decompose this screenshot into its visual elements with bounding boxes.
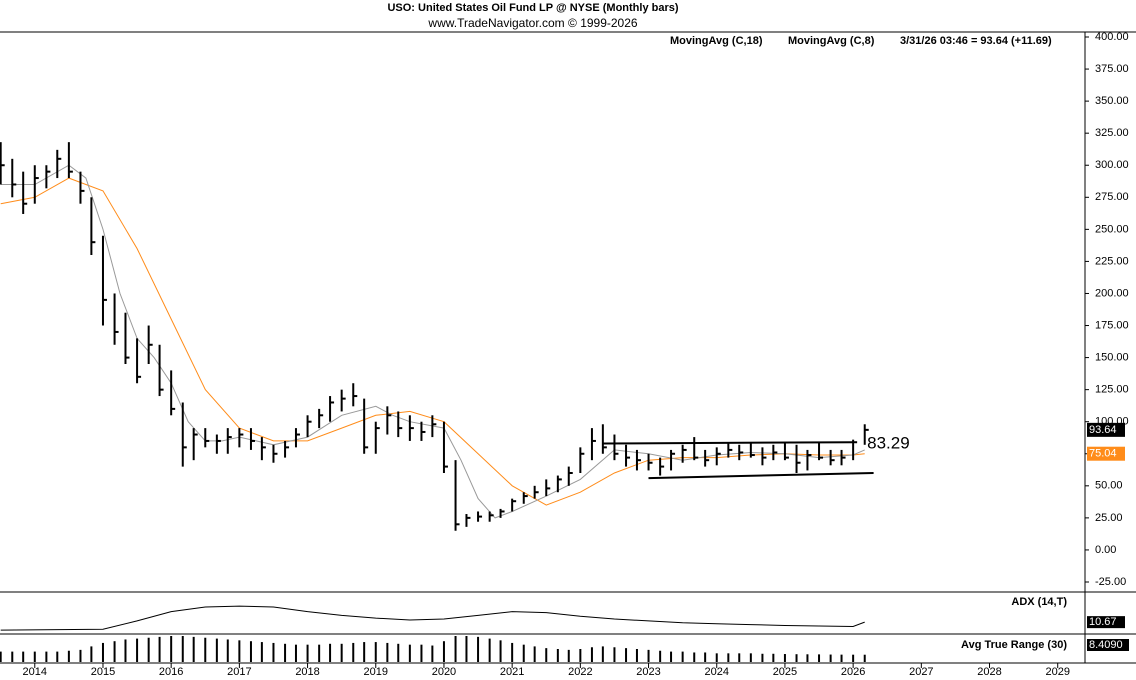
value-box (1087, 422, 1125, 437)
atr-label: Avg True Range (30) (961, 639, 1067, 651)
x-tick-label: 2029 (1045, 666, 1069, 678)
y-tick-label: 325.00 (1095, 127, 1129, 139)
x-tick-label: 2014 (23, 666, 47, 678)
indicator-value: 10.67 (1089, 616, 1117, 628)
adx-line (0, 605, 865, 631)
adx-label: ADX (14,T) (1011, 596, 1067, 608)
y-tick-label: -25.00 (1095, 576, 1126, 588)
x-tick-label: 2025 (773, 666, 797, 678)
x-tick-label: 2017 (227, 666, 251, 678)
y-tick-label: 275.00 (1095, 191, 1129, 203)
y-tick-label: 350.00 (1095, 95, 1129, 107)
value-box-label: 93.64 (1089, 424, 1117, 436)
indicator-value-box (1087, 639, 1129, 651)
x-tick-label: 2020 (432, 666, 456, 678)
trendline (602, 441, 854, 445)
indicator-value: 8.4090 (1089, 639, 1123, 651)
y-tick-label: 50.00 (1095, 480, 1123, 492)
y-tick-label: 25.00 (1095, 512, 1123, 524)
last-quote: 3/31/26 03:46 = 93.64 (+11.69) (900, 35, 1052, 47)
value-box-label: 75.04 (1089, 448, 1117, 460)
x-tick-label: 2019 (364, 666, 388, 678)
chart-title: USO: United States Oil Fund LP @ NYSE (M… (387, 2, 678, 14)
y-tick-label: 225.00 (1095, 255, 1129, 267)
x-tick-label: 2021 (500, 666, 524, 678)
y-tick-label: 375.00 (1095, 63, 1129, 75)
x-tick-label: 2024 (704, 666, 728, 678)
x-tick-label: 2028 (977, 666, 1001, 678)
x-tick-label: 2022 (568, 666, 592, 678)
y-tick-label: 125.00 (1095, 384, 1129, 396)
y-tick-label: 200.00 (1095, 287, 1129, 299)
chart-source: www.TradeNavigator.com © 1999-2026 (427, 16, 637, 30)
x-tick-label: 2026 (841, 666, 865, 678)
x-tick-label: 2027 (909, 666, 933, 678)
trendline (648, 472, 874, 480)
legend-ma18: MovingAvg (C,18) (670, 35, 763, 47)
x-tick-label: 2015 (91, 666, 115, 678)
indicator-value-box (1087, 616, 1125, 629)
y-tick-label: 250.00 (1095, 223, 1129, 235)
y-tick-label: 0.00 (1095, 544, 1116, 556)
x-tick-label: 2018 (295, 666, 319, 678)
y-tick-label: 150.00 (1095, 351, 1129, 363)
value-box (1087, 446, 1125, 461)
y-tick-label: 400.00 (1095, 31, 1129, 43)
x-tick-label: 2023 (636, 666, 660, 678)
legend-ma8: MovingAvg (C,8) (788, 35, 875, 47)
annotation: 83.29 (867, 434, 910, 453)
x-tick-label: 2016 (159, 666, 183, 678)
y-tick-label: 300.00 (1095, 159, 1129, 171)
y-tick-label: 175.00 (1095, 319, 1129, 331)
